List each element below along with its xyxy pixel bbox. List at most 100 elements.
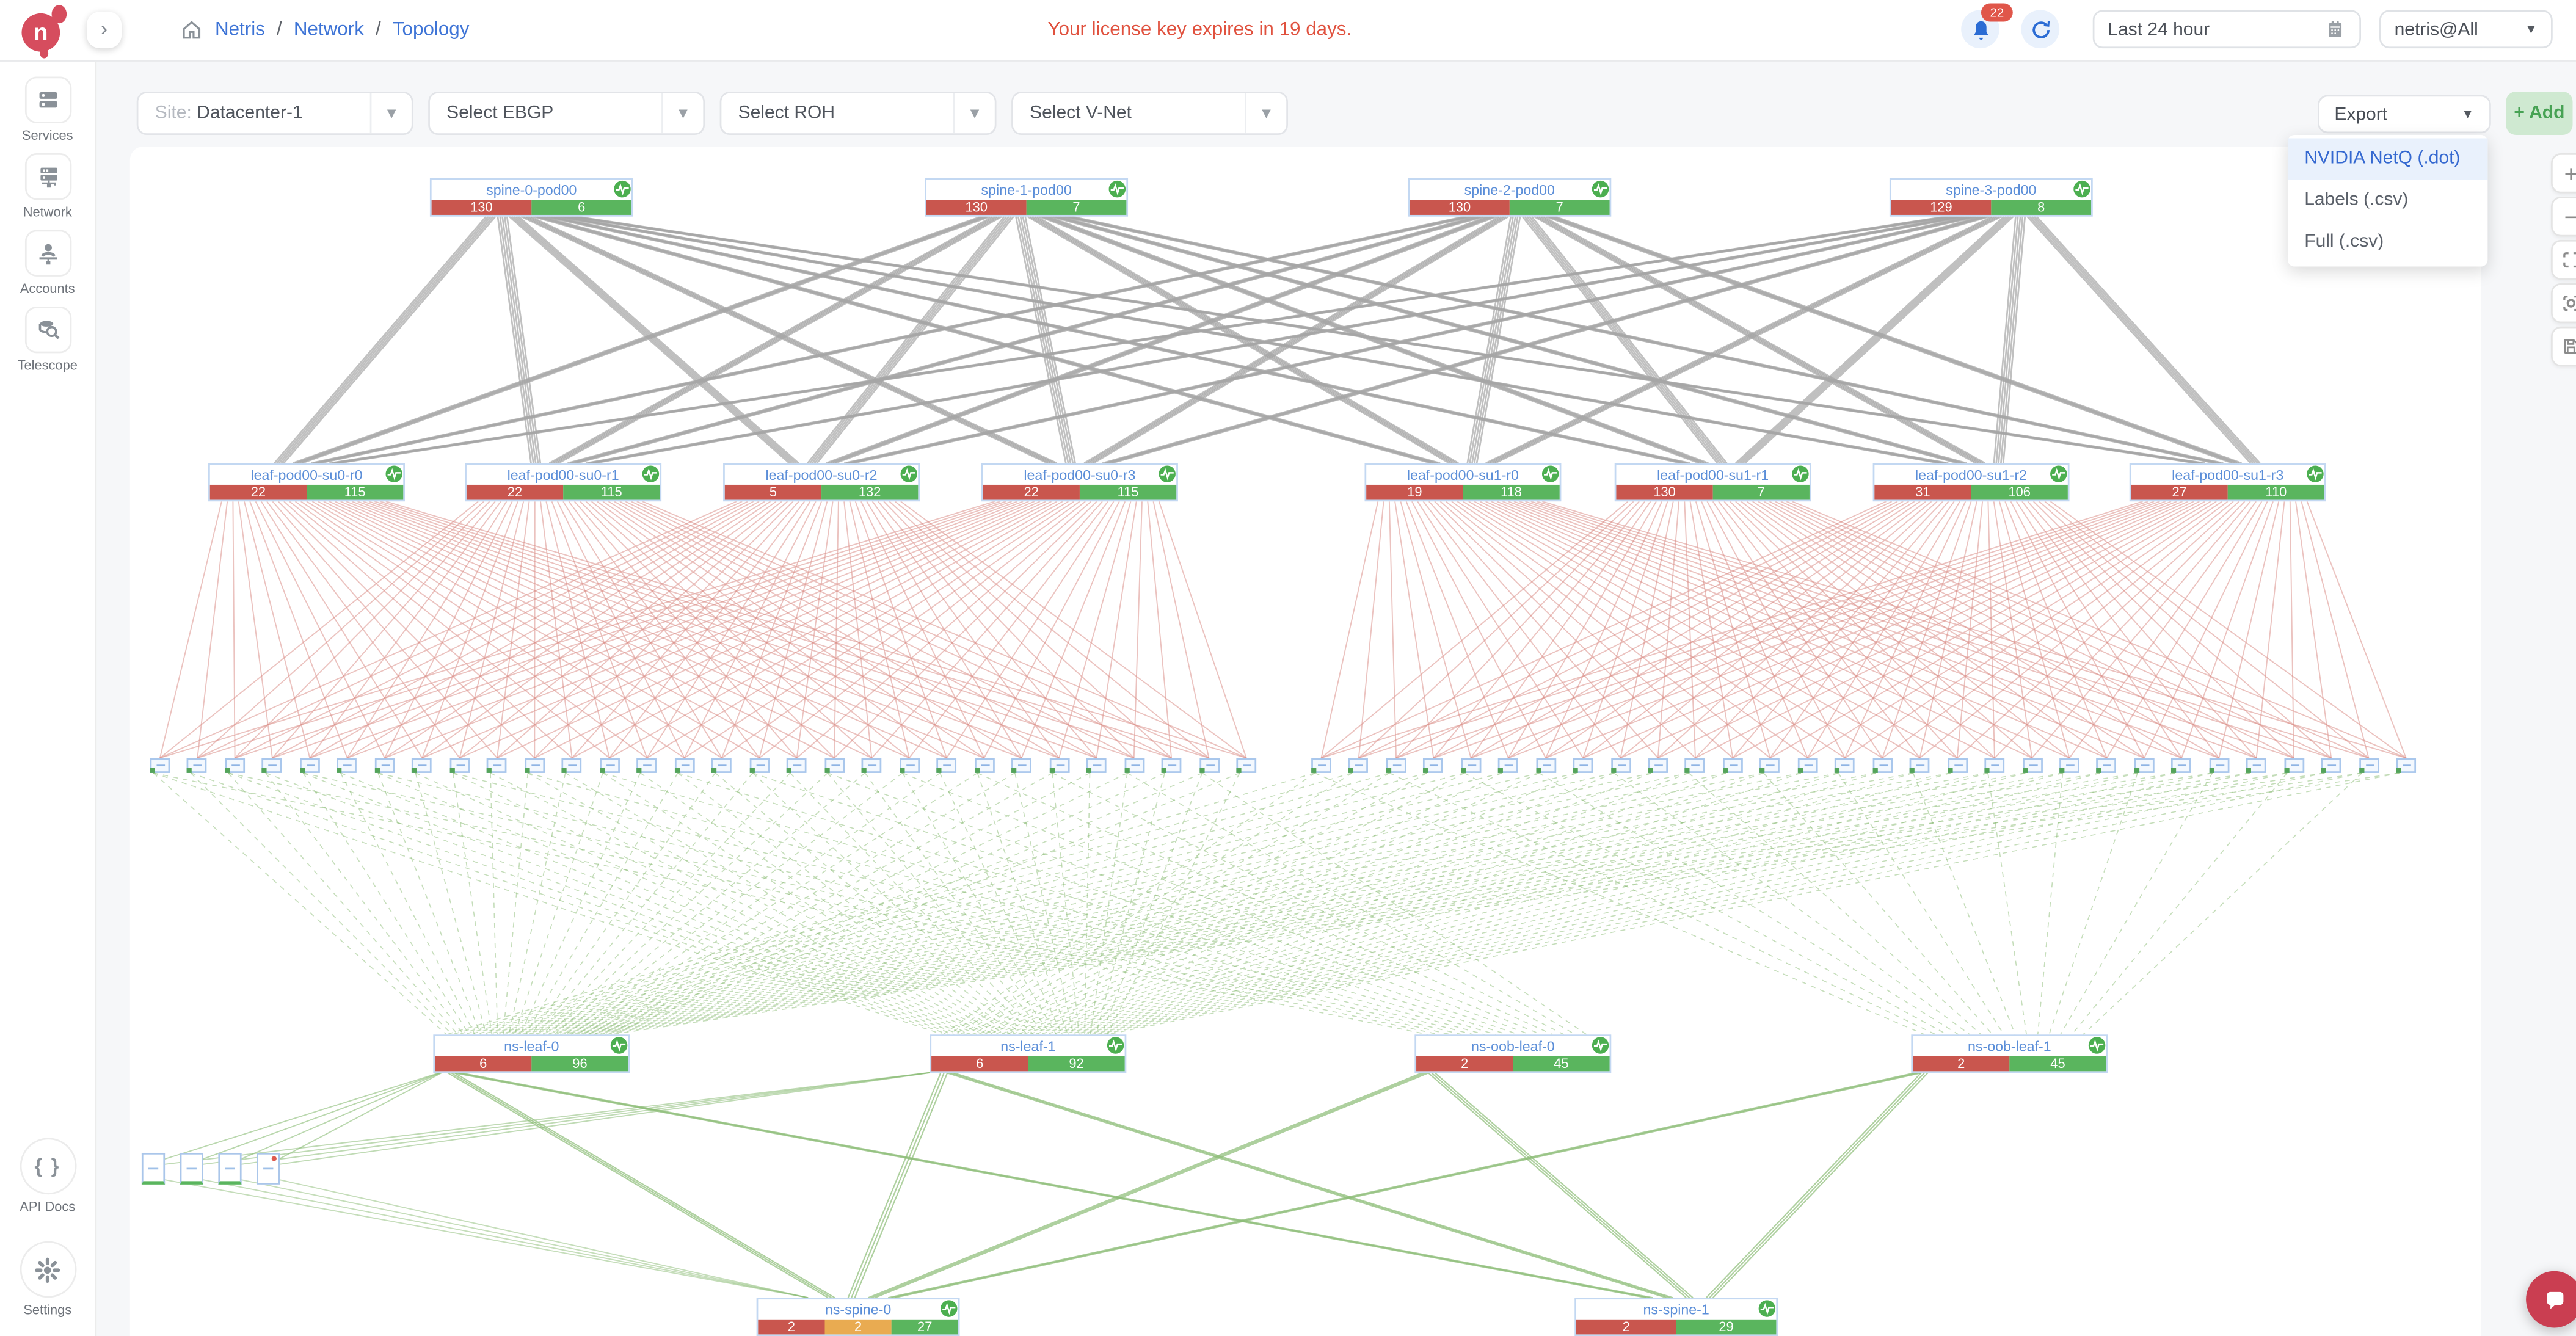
netris-logo-icon[interactable]: n: [21, 5, 71, 59]
zoom-out-button[interactable]: −: [2551, 196, 2576, 237]
server-node[interactable]: [1498, 758, 1519, 773]
sidebar-item-api-docs[interactable]: { } API Docs: [0, 1138, 95, 1214]
server-node[interactable]: [1573, 758, 1593, 773]
server-node[interactable]: [337, 758, 357, 773]
server-node[interactable]: [899, 758, 920, 773]
topology-node-ns-oob-leaf-1[interactable]: ns-oob-leaf-1 2 45: [1911, 1034, 2108, 1073]
time-range-picker[interactable]: Last 24 hour: [2092, 10, 2362, 49]
topology-node-leaf-pod00-su0-r2[interactable]: leaf-pod00-su0-r2 5 132: [723, 463, 920, 502]
server-node[interactable]: [2021, 758, 2042, 773]
roh-select[interactable]: Select ROH ▼: [719, 92, 997, 135]
server-node[interactable]: [2171, 758, 2192, 773]
mini-node[interactable]: [141, 1152, 166, 1185]
server-node[interactable]: [1461, 758, 1481, 773]
mini-node[interactable]: [180, 1152, 203, 1185]
topology-node-spine-1-pod00[interactable]: spine-1-pod00 130 7: [925, 178, 1129, 217]
server-node[interactable]: [1760, 758, 1780, 773]
vnet-select[interactable]: Select V-Net ▼: [1011, 92, 1288, 135]
server-node[interactable]: [1872, 758, 1893, 773]
server-node[interactable]: [1011, 758, 1032, 773]
breadcrumb-network[interactable]: Network: [293, 20, 364, 40]
server-node[interactable]: [1535, 758, 1556, 773]
server-node[interactable]: [862, 758, 882, 773]
server-node[interactable]: [1984, 758, 2005, 773]
sidebar-item-services[interactable]: Services: [0, 76, 95, 143]
mini-node[interactable]: [218, 1152, 242, 1185]
topology-node-leaf-pod00-su0-r1[interactable]: leaf-pod00-su0-r1 22 115: [465, 463, 662, 502]
server-node[interactable]: [1910, 758, 1930, 773]
sidebar-collapse-button[interactable]: ›: [86, 12, 122, 49]
server-node[interactable]: [1311, 758, 1331, 773]
server-node[interactable]: [1648, 758, 1668, 773]
server-node[interactable]: [711, 758, 732, 773]
server-node[interactable]: [262, 758, 283, 773]
notifications-button[interactable]: 22: [1961, 3, 2013, 49]
export-menu-item-nvidia-netq[interactable]: NVIDIA NetQ (.dot): [2287, 138, 2488, 180]
server-node[interactable]: [449, 758, 470, 773]
topology-node-ns-leaf-1[interactable]: ns-leaf-1 6 92: [930, 1034, 1127, 1073]
sidebar-item-accounts[interactable]: Accounts: [0, 230, 95, 297]
server-node[interactable]: [1348, 758, 1369, 773]
server-node[interactable]: [749, 758, 770, 773]
server-node[interactable]: [1835, 758, 1855, 773]
server-node[interactable]: [1199, 758, 1219, 773]
topology-node-spine-2-pod00[interactable]: spine-2-pod00 130 7: [1408, 178, 1612, 217]
server-node[interactable]: [412, 758, 432, 773]
server-node[interactable]: [2059, 758, 2079, 773]
sidebar-item-network[interactable]: Network: [0, 153, 95, 220]
server-node[interactable]: [824, 758, 845, 773]
server-node[interactable]: [1124, 758, 1144, 773]
home-icon[interactable]: [180, 18, 203, 42]
server-node[interactable]: [2396, 758, 2417, 773]
server-node[interactable]: [1236, 758, 1257, 773]
server-node[interactable]: [1086, 758, 1107, 773]
server-node[interactable]: [973, 758, 994, 773]
topology-node-leaf-pod00-su1-r1[interactable]: leaf-pod00-su1-r1 130 7: [1614, 463, 1811, 502]
server-node[interactable]: [487, 758, 508, 773]
server-node[interactable]: [187, 758, 208, 773]
fullscreen-button[interactable]: [2551, 239, 2576, 280]
server-node[interactable]: [1610, 758, 1631, 773]
server-node[interactable]: [2321, 758, 2341, 773]
server-node[interactable]: [787, 758, 807, 773]
server-node[interactable]: [225, 758, 245, 773]
server-node[interactable]: [299, 758, 320, 773]
topology-canvas[interactable]: spine-0-pod00 130 6 spine-1-pod00 130 7 spine-…: [129, 147, 2481, 1336]
topology-node-ns-leaf-0[interactable]: ns-leaf-0 6 96: [433, 1034, 630, 1073]
server-node[interactable]: [2359, 758, 2379, 773]
topology-node-spine-3-pod00[interactable]: spine-3-pod00 129 8: [1889, 178, 2093, 217]
topology-node-leaf-pod00-su1-r2[interactable]: leaf-pod00-su1-r2 31 106: [1872, 463, 2070, 502]
server-node[interactable]: [936, 758, 957, 773]
sidebar-item-settings[interactable]: Settings: [0, 1241, 95, 1318]
server-node[interactable]: [1685, 758, 1706, 773]
sidebar-item-telescope[interactable]: Telescope: [0, 307, 95, 373]
server-node[interactable]: [2246, 758, 2267, 773]
topology-node-leaf-pod00-su1-r0[interactable]: leaf-pod00-su1-r0 19 118: [1364, 463, 1562, 502]
server-node[interactable]: [1049, 758, 1069, 773]
server-node[interactable]: [636, 758, 657, 773]
server-node[interactable]: [2097, 758, 2117, 773]
tenant-select[interactable]: netris@All ▼: [2379, 10, 2553, 49]
topology-node-ns-spine-1[interactable]: ns-spine-1 2 29: [1574, 1298, 1778, 1336]
export-menu-item-labels-csv[interactable]: Labels (.csv): [2304, 190, 2409, 210]
server-node[interactable]: [1947, 758, 1968, 773]
ebgp-select[interactable]: Select EBGP ▼: [428, 92, 705, 135]
export-menu-item-full-csv[interactable]: Full (.csv): [2304, 231, 2384, 252]
site-select[interactable]: Site: Datacenter-1 ▼: [136, 92, 413, 135]
refresh-button[interactable]: [2021, 10, 2060, 49]
server-node[interactable]: [1386, 758, 1406, 773]
server-node[interactable]: [2283, 758, 2304, 773]
breadcrumb-netris[interactable]: Netris: [214, 20, 265, 40]
server-node[interactable]: [150, 758, 170, 773]
zoom-in-button[interactable]: +: [2551, 153, 2576, 194]
focus-button[interactable]: [2551, 283, 2576, 324]
save-button[interactable]: [2551, 326, 2576, 367]
add-button[interactable]: + Add: [2506, 92, 2573, 135]
breadcrumb-topology[interactable]: Topology: [392, 20, 470, 40]
topology-node-leaf-pod00-su0-r3[interactable]: leaf-pod00-su0-r3 22 115: [981, 463, 1178, 502]
server-node[interactable]: [2209, 758, 2229, 773]
topology-node-ns-oob-leaf-0[interactable]: ns-oob-leaf-0 2 45: [1414, 1034, 1612, 1073]
server-node[interactable]: [374, 758, 395, 773]
server-node[interactable]: [524, 758, 545, 773]
chat-button[interactable]: [2526, 1271, 2576, 1328]
